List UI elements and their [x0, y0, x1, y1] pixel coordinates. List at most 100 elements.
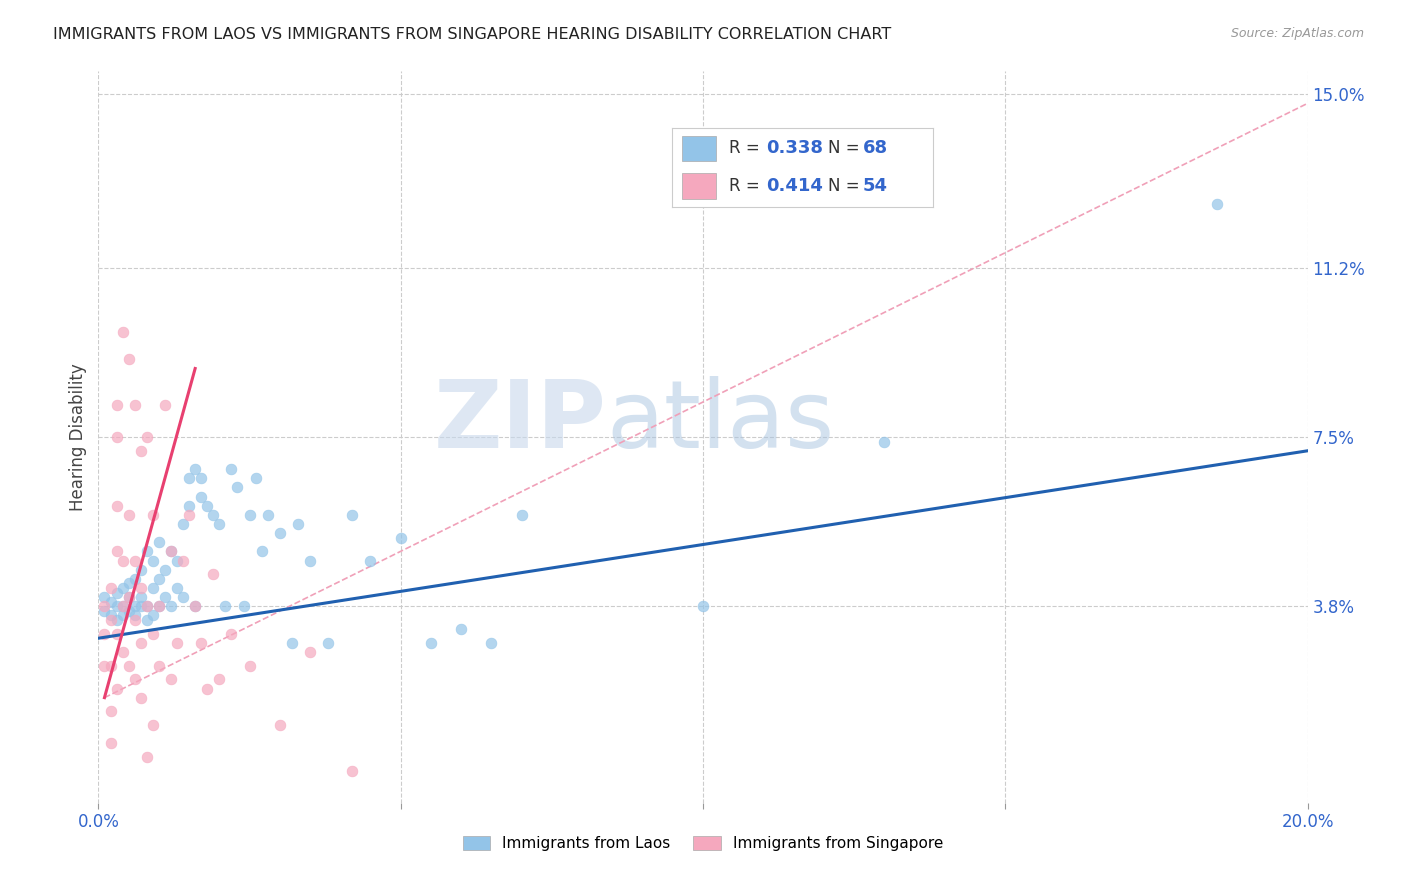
- Point: [142, 581, 165, 595]
- Point: [118, 590, 141, 604]
- Point: [342, 764, 364, 778]
- Point: [124, 608, 146, 623]
- Point: [172, 553, 194, 567]
- Point: [148, 599, 170, 614]
- Point: [148, 658, 170, 673]
- Point: [118, 604, 141, 618]
- Point: [100, 613, 122, 627]
- Point: [450, 622, 472, 636]
- Point: [184, 599, 207, 614]
- Point: [100, 594, 122, 608]
- Point: [111, 325, 134, 339]
- Point: [100, 608, 122, 623]
- Point: [129, 563, 152, 577]
- Point: [153, 590, 176, 604]
- Point: [692, 599, 714, 614]
- Point: [124, 572, 146, 586]
- Text: N =: N =: [828, 178, 865, 195]
- Point: [111, 645, 134, 659]
- Point: [195, 499, 218, 513]
- Point: [118, 508, 141, 522]
- Point: [269, 526, 291, 541]
- Point: [221, 462, 243, 476]
- Point: [142, 626, 165, 640]
- Point: [105, 544, 128, 558]
- Point: [105, 398, 128, 412]
- Point: [166, 581, 188, 595]
- Point: [190, 471, 212, 485]
- Point: [256, 508, 278, 522]
- Text: atlas: atlas: [606, 376, 835, 468]
- Point: [166, 553, 188, 567]
- Point: [118, 590, 141, 604]
- Text: 0.414: 0.414: [766, 178, 823, 195]
- Point: [105, 499, 128, 513]
- Text: Source: ZipAtlas.com: Source: ZipAtlas.com: [1230, 27, 1364, 40]
- Point: [111, 581, 134, 595]
- Point: [135, 599, 157, 614]
- Point: [124, 398, 146, 412]
- Point: [281, 636, 304, 650]
- Point: [142, 718, 165, 732]
- Point: [135, 613, 157, 627]
- Point: [389, 531, 412, 545]
- Point: [93, 599, 115, 614]
- Text: R =: R =: [730, 139, 765, 157]
- Point: [202, 567, 225, 582]
- Point: [299, 645, 322, 659]
- Point: [153, 563, 176, 577]
- Point: [160, 544, 183, 558]
- Point: [129, 581, 152, 595]
- Point: [420, 636, 443, 650]
- FancyBboxPatch shape: [682, 136, 716, 161]
- Point: [510, 508, 533, 522]
- Point: [129, 590, 152, 604]
- Point: [208, 673, 231, 687]
- Point: [202, 508, 225, 522]
- Point: [135, 544, 157, 558]
- Point: [100, 736, 122, 750]
- Text: R =: R =: [730, 178, 765, 195]
- Point: [118, 352, 141, 367]
- Point: [184, 462, 207, 476]
- Point: [93, 604, 115, 618]
- Point: [160, 599, 183, 614]
- Point: [129, 599, 152, 614]
- Point: [129, 690, 152, 705]
- Point: [118, 658, 141, 673]
- Point: [269, 718, 291, 732]
- Point: [142, 608, 165, 623]
- Point: [239, 508, 262, 522]
- Point: [160, 673, 183, 687]
- Point: [179, 499, 201, 513]
- Point: [148, 535, 170, 549]
- Point: [208, 516, 231, 531]
- Point: [142, 508, 165, 522]
- Point: [232, 599, 254, 614]
- Point: [129, 443, 152, 458]
- Point: [195, 681, 218, 696]
- FancyBboxPatch shape: [682, 173, 716, 199]
- Point: [287, 516, 309, 531]
- Point: [93, 626, 115, 640]
- Point: [190, 490, 212, 504]
- Text: 0.338: 0.338: [766, 139, 823, 157]
- Point: [299, 553, 322, 567]
- Point: [179, 471, 201, 485]
- Point: [142, 553, 165, 567]
- Point: [226, 480, 249, 494]
- Point: [111, 599, 134, 614]
- Point: [129, 636, 152, 650]
- Point: [214, 599, 236, 614]
- Text: 54: 54: [862, 178, 887, 195]
- Text: IMMIGRANTS FROM LAOS VS IMMIGRANTS FROM SINGAPORE HEARING DISABILITY CORRELATION: IMMIGRANTS FROM LAOS VS IMMIGRANTS FROM …: [53, 27, 891, 42]
- Point: [105, 585, 128, 599]
- Point: [245, 471, 267, 485]
- Point: [360, 553, 382, 567]
- Point: [172, 516, 194, 531]
- Text: 68: 68: [862, 139, 887, 157]
- Text: ZIP: ZIP: [433, 376, 606, 468]
- Point: [105, 681, 128, 696]
- Point: [111, 608, 134, 623]
- Point: [166, 636, 188, 650]
